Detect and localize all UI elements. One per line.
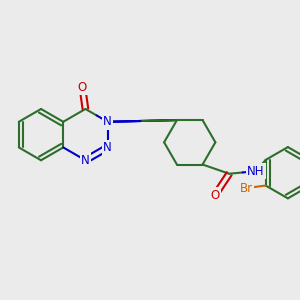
Text: N: N [103,141,112,154]
Text: N: N [103,115,112,128]
Text: N: N [81,154,90,167]
Text: O: O [210,189,220,202]
Text: NH: NH [247,165,265,178]
Text: Br: Br [240,182,253,195]
Text: O: O [78,81,87,94]
